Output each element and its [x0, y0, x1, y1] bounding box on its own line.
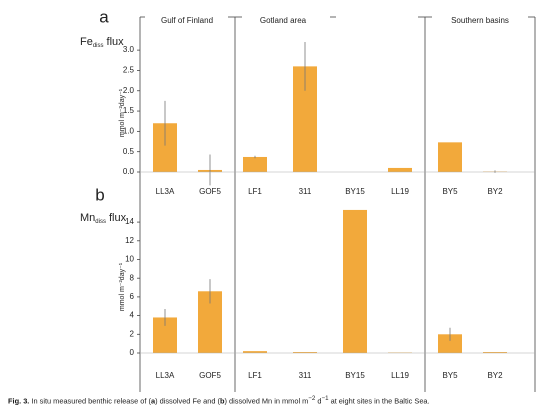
y-tick-label: 6: [130, 292, 135, 301]
chart: Gulf of Finland Gotland area Southern ba…: [80, 7, 536, 392]
caption: Fig. 3. In situ measured benthic release…: [8, 395, 430, 405]
y-tick-label: 2: [130, 329, 135, 338]
x-tick-label: GOF5: [199, 371, 221, 380]
caption-part: d: [315, 396, 322, 406]
bar: [343, 209, 367, 353]
panel-label: b: [95, 185, 104, 204]
caption-part: ) dissolved Fe and (: [155, 396, 220, 406]
bar: [438, 142, 462, 172]
x-tick-label: 311: [299, 371, 312, 380]
bar: [243, 156, 267, 172]
y-tick-label: 3.0: [123, 45, 135, 54]
x-tick-label: BY5: [442, 187, 458, 196]
title-main: Fe: [80, 36, 93, 48]
caption-part: ) dissolved Mn in mmol m: [224, 396, 309, 406]
x-tick-label: LL19: [391, 371, 409, 380]
y-tick-label: 2.5: [123, 66, 135, 75]
bar: [483, 352, 507, 353]
y-axis-label: mmol m⁻²day⁻¹: [119, 262, 126, 311]
title-rest: flux: [107, 36, 125, 48]
y-tick-label: 2.0: [123, 86, 135, 95]
x-tick-label: LL19: [391, 187, 409, 196]
x-tick-label: BY2: [487, 187, 503, 196]
x-tick-label: BY5: [442, 371, 458, 380]
y-tick-label: 1.0: [123, 126, 135, 135]
chart-title: Mndiss flux: [80, 212, 127, 225]
title-sub: diss: [93, 43, 104, 49]
group-label: Gulf of Finland: [161, 16, 213, 25]
x-tick-label: LF1: [248, 371, 262, 380]
panel-label: a: [99, 7, 109, 26]
frame: [139, 16, 536, 392]
y-tick-label: 8: [130, 273, 135, 282]
caption-part: a: [150, 396, 156, 406]
y-axis-label: mmol m⁻²day⁻¹: [119, 88, 126, 137]
title-main: Mn: [80, 212, 95, 224]
bar: [388, 167, 412, 172]
caption-part: In situ measured benthic release of (: [29, 396, 151, 406]
x-tick-label: BY15: [345, 371, 365, 380]
bar: [438, 334, 462, 353]
x-tick-label: LL3A: [156, 187, 175, 196]
caption-part: −1: [321, 395, 329, 402]
bar: [293, 352, 317, 353]
caption-part: Fig. 3.: [8, 396, 30, 406]
chart-title: Fediss flux: [80, 36, 124, 49]
caption-part: at eight sites in the Baltic Sea.: [328, 396, 430, 406]
y-tick-label: 1.5: [123, 106, 135, 115]
group-label: Gotland area: [260, 16, 307, 25]
y-tick-label: 0.5: [123, 147, 135, 156]
group-label: Southern basins: [451, 16, 509, 25]
x-tick-label: 311: [299, 187, 312, 196]
caption-part: −2: [308, 395, 316, 402]
y-tick-label: 4: [130, 311, 135, 320]
bar: [243, 351, 267, 353]
title-sub: diss: [95, 219, 106, 225]
x-tick-label: BY15: [345, 187, 365, 196]
x-tick-label: LF1: [248, 187, 262, 196]
caption-part: b: [220, 396, 225, 406]
title-rest: flux: [109, 212, 127, 224]
y-tick-label: 0.0: [123, 167, 135, 176]
y-tick-label: 14: [125, 217, 134, 226]
y-tick-label: 12: [125, 236, 134, 245]
x-tick-label: LL3A: [156, 371, 175, 380]
y-tick-label: 10: [125, 255, 134, 264]
y-tick-label: 0: [130, 348, 135, 357]
x-tick-label: GOF5: [199, 187, 221, 196]
x-tick-label: BY2: [487, 371, 503, 380]
